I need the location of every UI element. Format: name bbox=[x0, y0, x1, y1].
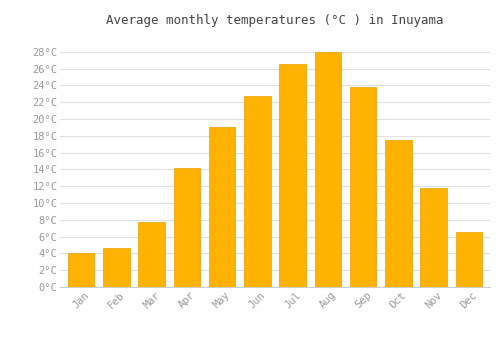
Bar bbox=[103, 247, 130, 287]
Bar bbox=[420, 188, 447, 287]
Bar bbox=[385, 140, 411, 287]
Bar bbox=[280, 64, 306, 287]
Bar bbox=[456, 232, 482, 287]
Bar bbox=[314, 52, 341, 287]
Bar bbox=[209, 127, 236, 287]
Title: Average monthly temperatures (°C ) in Inuyama: Average monthly temperatures (°C ) in In… bbox=[106, 14, 444, 27]
Bar bbox=[350, 87, 376, 287]
Bar bbox=[138, 222, 165, 287]
Bar bbox=[174, 168, 200, 287]
Bar bbox=[68, 253, 94, 287]
Bar bbox=[244, 96, 270, 287]
